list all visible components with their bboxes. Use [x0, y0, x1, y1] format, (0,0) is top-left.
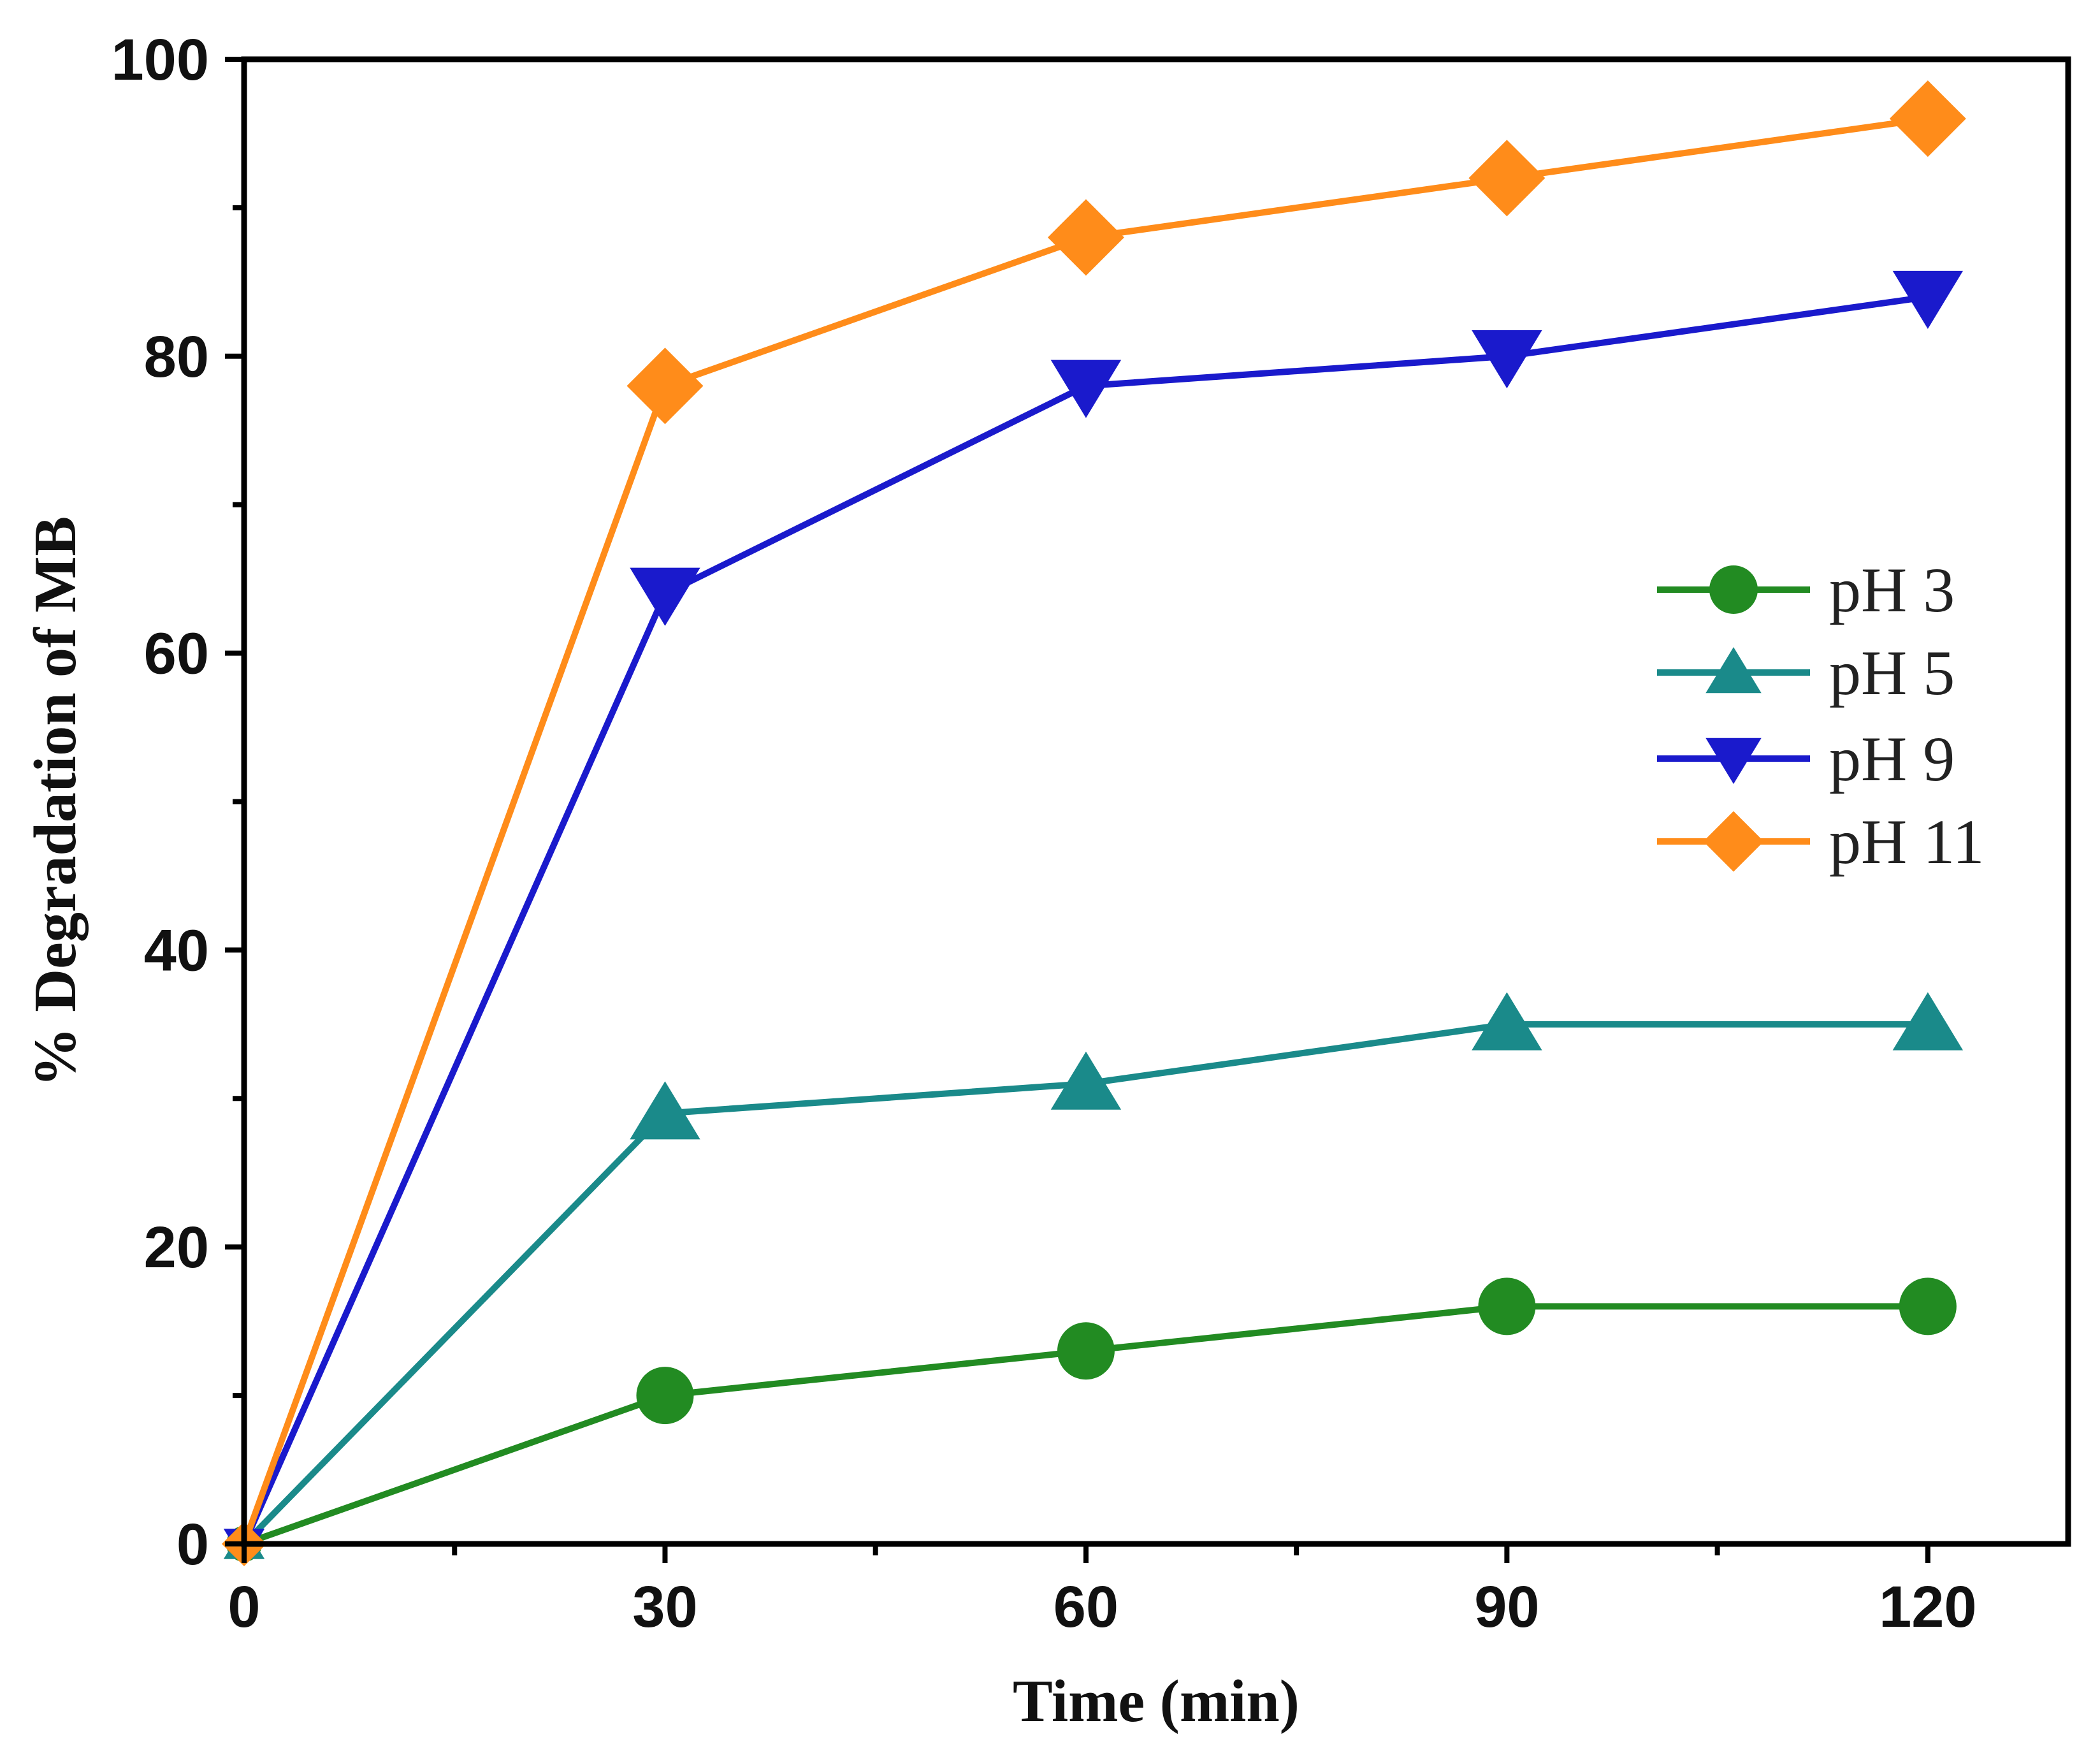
- legend-label: pH 5: [1829, 637, 1955, 708]
- legend: pH 3 pH 5 pH 9 pH 11: [1657, 555, 1985, 877]
- data-point: [1892, 270, 1964, 330]
- y-tick-label: 60: [144, 622, 209, 687]
- data-point: [1468, 140, 1546, 217]
- y-tick-label: 100: [112, 27, 210, 92]
- data-point: [630, 567, 700, 626]
- plot-frame: [241, 56, 2071, 1547]
- legend-label: pH 9: [1829, 724, 1955, 794]
- series-ph-5: [223, 992, 1964, 1559]
- legend-item: pH 11: [1657, 806, 1985, 877]
- data-point: [1057, 1322, 1115, 1380]
- data-point: [626, 347, 704, 425]
- data-point: [630, 1081, 700, 1140]
- plot-area: [222, 80, 1966, 1566]
- series-ph-11: [222, 80, 1966, 1566]
- data-point: [1050, 360, 1122, 418]
- legend-item: pH 9: [1657, 724, 1955, 794]
- data-point: [1472, 992, 1542, 1051]
- data-point: [636, 1367, 694, 1425]
- y-tick-label: 0: [177, 1512, 209, 1577]
- data-point: [1899, 1277, 1957, 1335]
- data-point: [1889, 80, 1966, 157]
- y-axis-title: % Degradation of MB: [22, 516, 89, 1087]
- y-tick-label: 40: [144, 918, 209, 983]
- data-point: [1050, 1051, 1122, 1110]
- x-axis-title: Time (min): [1013, 1668, 1300, 1735]
- axes: 0 30 60 90 120 0 20 40 60 80 100: [112, 27, 2071, 1640]
- data-point: [1892, 992, 1964, 1051]
- data-point: [1047, 199, 1124, 276]
- data-point: [1478, 1277, 1536, 1335]
- y-tick-label: 80: [144, 324, 209, 389]
- series-ph-3: [226, 1277, 1957, 1562]
- x-tick-label: 30: [632, 1575, 697, 1640]
- data-point: [1472, 330, 1542, 389]
- legend-item: pH 5: [1657, 637, 1955, 708]
- x-tick-label: 120: [1879, 1575, 1977, 1640]
- x-tick-label: 0: [228, 1575, 260, 1640]
- x-tick-label: 60: [1054, 1575, 1119, 1640]
- y-tick-label: 20: [144, 1215, 209, 1280]
- legend-marker: [1703, 811, 1764, 872]
- legend-label: pH 3: [1829, 555, 1955, 625]
- legend-marker: [1705, 647, 1762, 694]
- x-tick-label: 90: [1474, 1575, 1539, 1640]
- legend-label: pH 11: [1829, 806, 1985, 877]
- legend-marker: [1705, 738, 1762, 784]
- legend-item: pH 3: [1657, 555, 1955, 625]
- legend-marker: [1709, 565, 1758, 614]
